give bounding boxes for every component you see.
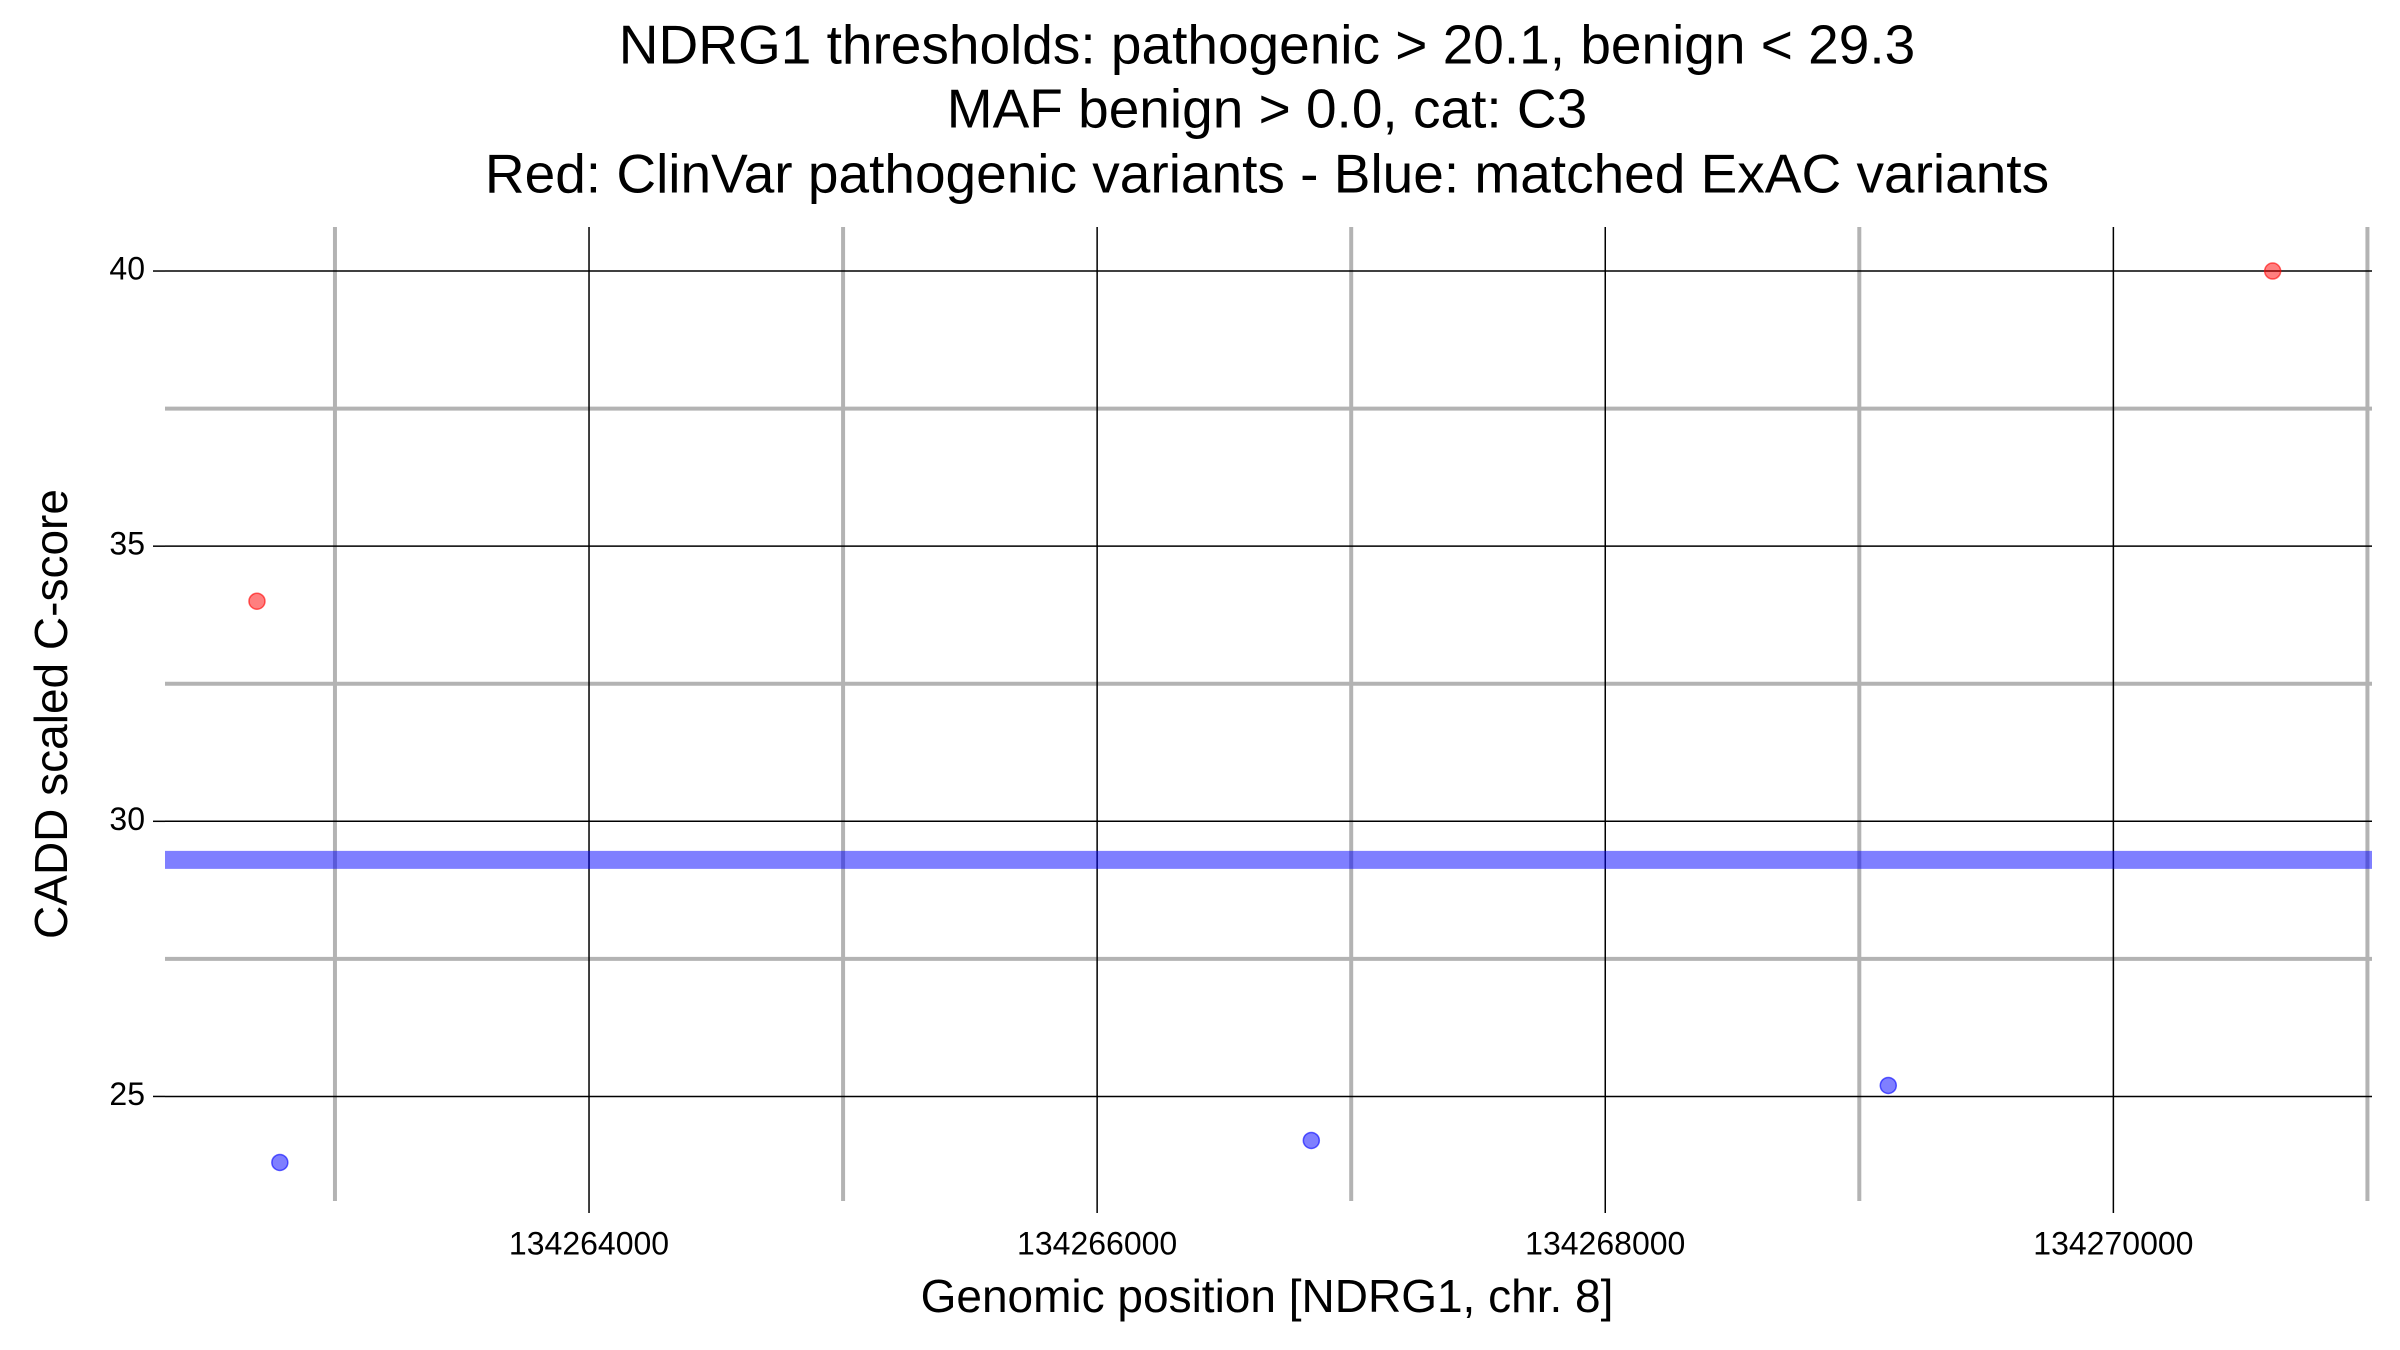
chart-title: NDRG1 thresholds: pathogenic > 20.1, ben… (619, 14, 1915, 76)
chart-title: MAF benign > 0.0, cat: C3 (947, 78, 1587, 140)
point (2263, 262, 2282, 280)
y-axis-title: CADD scaled C-score (25, 489, 77, 939)
point (1302, 1131, 1321, 1150)
chart-title: Red: ClinVar pathogenic variants - Blue:… (485, 143, 2049, 205)
x-tick-label: 134270000 (2033, 1225, 2193, 1261)
y-tick-label: 35 (109, 526, 145, 562)
x-tick-label: 134266000 (1017, 1225, 1177, 1261)
y-tick-label: 25 (109, 1076, 145, 1112)
x-axis-title: Genomic position [NDRG1, chr. 8] (921, 1270, 1614, 1322)
point (271, 1153, 289, 1172)
x-tick-label: 134268000 (1525, 1225, 1685, 1261)
y-tick-label: 40 (109, 250, 145, 286)
point (1879, 1076, 1898, 1095)
y-tick-label: 30 (109, 801, 145, 837)
point (248, 592, 266, 610)
x-tick-label: 134264000 (509, 1225, 669, 1261)
